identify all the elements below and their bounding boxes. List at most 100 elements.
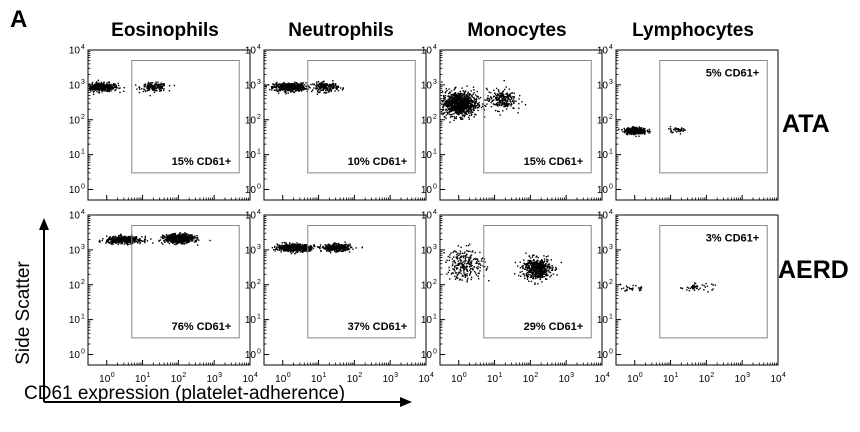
scatter-point [163,240,165,242]
scatter-point [159,90,162,92]
scatter-point [105,241,108,243]
scatter-point [459,94,461,97]
scatter-point [633,132,635,135]
scatter-point [273,249,275,251]
scatter-point [102,89,104,91]
scatter-point [89,88,91,90]
scatter-point [470,98,473,101]
scatter-point [271,247,274,249]
scatter-point [467,109,469,111]
scatter-point [118,237,120,239]
scatter-point [156,86,159,89]
scatter-point [470,114,473,116]
scatter-point [168,242,171,245]
scatter-point [185,234,187,236]
scatter-point [282,245,285,247]
scatter-point [457,96,459,99]
scatter-point [311,248,313,251]
column-title-neutrophils: Neutrophils [288,20,394,41]
scatter-point [283,87,285,89]
scatter-point [303,246,305,248]
scatter-point [194,236,197,239]
scatter-point [459,109,461,111]
scatter-point [443,104,445,106]
scatter-point [171,239,173,241]
scatter-point [274,245,276,248]
scatter-point [323,84,325,86]
scatter-point [181,233,183,235]
scatter-point [104,87,106,89]
scatter-point [303,249,306,252]
scatter-point [192,239,194,241]
scatter-points-ata-monocytes [440,80,527,123]
scatter-point [287,246,289,248]
scatter-point [329,84,331,86]
scatter-point [673,128,675,131]
scatter-point [292,85,294,88]
scatter-point [128,240,130,243]
scatter-point [149,87,151,89]
scatter-point [681,127,683,129]
scatter-point [293,91,295,94]
scatter-point [474,98,476,100]
scatter-point [95,85,97,88]
scatter-point [115,84,117,87]
gate-label-ata-lymphocytes: 5% CD61+ [706,67,760,79]
scatter-point [633,130,635,132]
scatter-point [110,90,112,92]
scatter-point [503,98,505,100]
scatter-point [176,243,178,245]
scatter-point [297,84,300,86]
scatter-point [91,89,93,91]
scatter-point [447,102,449,105]
scatter-point [319,91,321,93]
scatter-point [629,131,631,134]
scatter-point [485,105,487,107]
scatter-point [319,90,321,92]
scatter-point [161,83,164,86]
scatter-point [491,100,493,103]
scatter-point [276,88,278,90]
scatter-point [444,105,446,107]
scatter-point [103,83,105,86]
scatter-point [637,131,639,133]
scatter-point [177,241,179,243]
scatter-point [464,93,466,96]
scatter-point [496,102,499,104]
scatter-point [106,86,108,88]
scatter-point [468,95,470,97]
scatter-point [152,86,154,88]
scatter-point [451,103,453,105]
scatter-point [473,116,475,118]
scatter-point [450,90,453,92]
scatter-point [165,238,167,241]
scatter-point [143,241,146,243]
scatter-point [290,91,292,93]
scatter-point [513,100,515,102]
scatter-point [623,127,625,130]
scatter-point [458,103,460,105]
scatter-point [193,236,196,238]
scatter-point [276,243,278,245]
scatter-point [127,235,130,238]
scatter-point [155,87,157,89]
scatter-point [139,242,141,245]
column-title-monocytes: Monocytes [467,20,567,41]
scatter-point [285,83,287,86]
scatter-point [173,243,176,245]
scatter-point [181,241,183,244]
y-tick-label: 10 [69,350,81,361]
panel-frame-aerd-neutrophils [263,214,427,366]
scatter-point [482,103,484,105]
scatter-point [179,238,181,240]
scatter-point [285,249,287,251]
scatter-point [674,128,676,130]
scatter-point [468,118,470,120]
scatter-point [512,96,514,98]
scatter-point [464,105,466,107]
scatter-point [472,109,475,111]
scatter-point [289,246,292,248]
scatter-point [286,244,289,246]
scatter-point [503,99,505,101]
scatter-point [461,107,464,109]
